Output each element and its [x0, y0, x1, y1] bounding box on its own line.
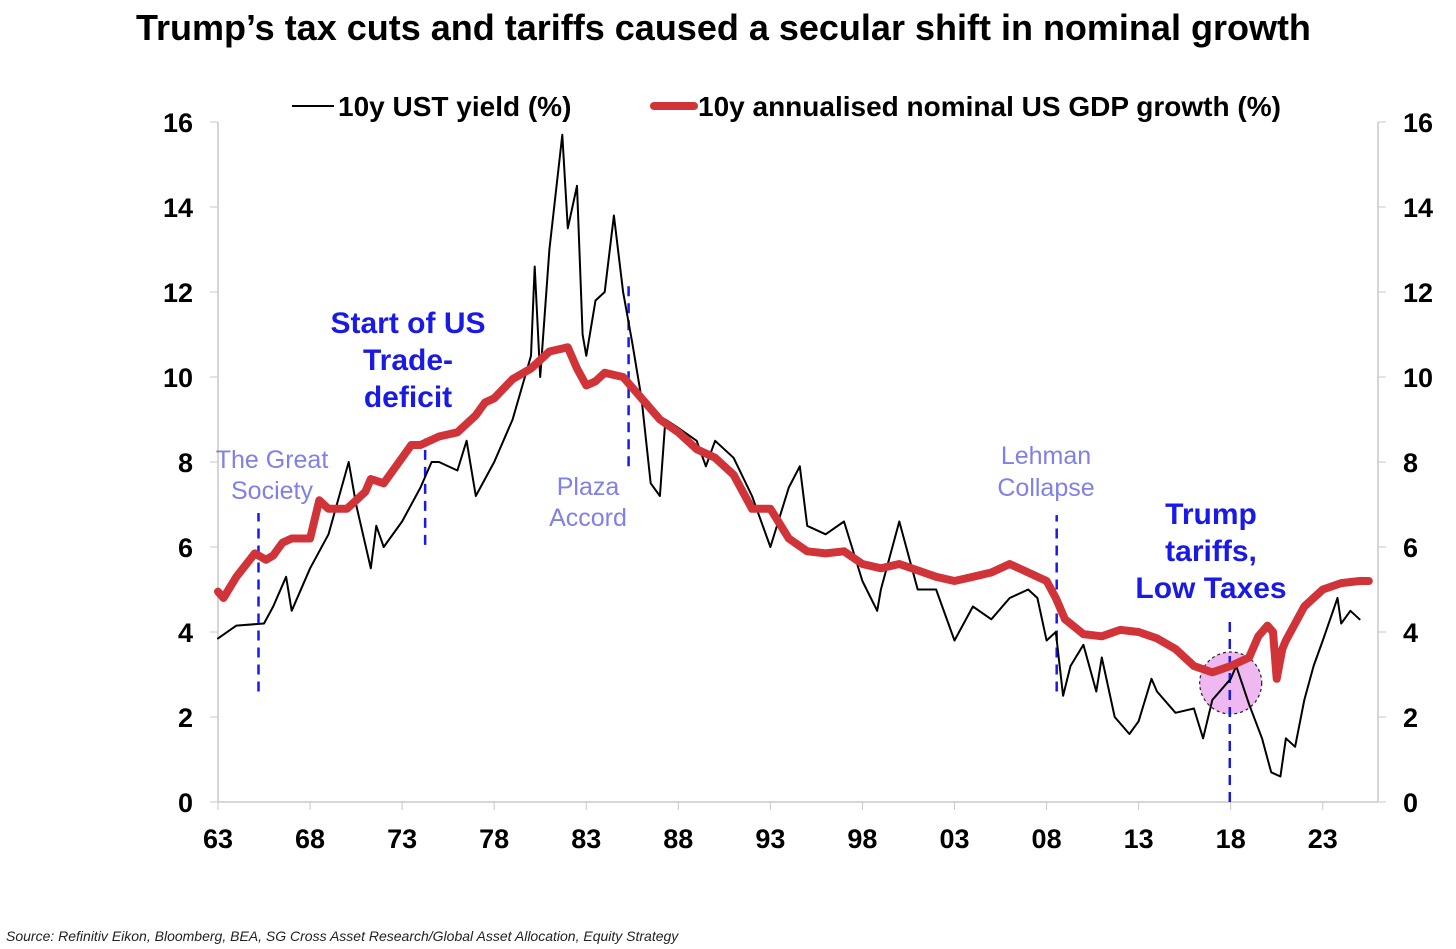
- x-tick-label: 93: [755, 824, 785, 854]
- x-tick-label: 18: [1216, 824, 1246, 854]
- annotation-label: Low Taxes: [1135, 572, 1286, 605]
- x-tick-label: 13: [1124, 824, 1154, 854]
- annotation-label: tariffs,: [1165, 535, 1257, 568]
- annotation-label: Trade-: [363, 344, 453, 377]
- y-tick-label-right: 2: [1403, 703, 1418, 733]
- source-note: Source: Refinitiv Eikon, Bloomberg, BEA,…: [6, 928, 679, 944]
- y-tick-label-right: 4: [1403, 618, 1418, 648]
- series: [214, 133, 1373, 778]
- y-tick-label: 8: [178, 448, 193, 478]
- gdp-line: [214, 343, 1373, 683]
- y-tick-label-right: 14: [1403, 193, 1433, 223]
- y-tick-label: 16: [163, 108, 193, 138]
- legend-gdp-label: 10y annualised nominal US GDP growth (%): [698, 91, 1281, 122]
- y-tick-label-right: 12: [1403, 278, 1433, 308]
- y-tick-label: 4: [178, 618, 193, 648]
- legend: 10y UST yield (%) 10y annualised nominal…: [292, 91, 1281, 122]
- x-tick-label: 68: [295, 824, 325, 854]
- annotation-label: deficit: [364, 381, 452, 414]
- yield-line: [217, 133, 1361, 778]
- legend-yield-label: 10y UST yield (%): [338, 91, 571, 122]
- annotation-label: Start of US: [330, 307, 485, 340]
- y-tick-label-right: 8: [1403, 448, 1418, 478]
- x-tick-label: 63: [203, 824, 233, 854]
- annotation-label: Accord: [549, 504, 627, 532]
- y-tick-label-right: 16: [1403, 108, 1433, 138]
- x-tick-label: 83: [571, 824, 601, 854]
- annotation-label: The Great: [216, 446, 329, 474]
- y-tick-label-right: 0: [1403, 788, 1418, 818]
- annotation-label: Plaza: [557, 473, 620, 501]
- y-tick-label: 0: [178, 788, 193, 818]
- x-tick-label: 88: [663, 824, 693, 854]
- y-tick-label: 2: [178, 703, 193, 733]
- chart-title: Trump’s tax cuts and tariffs caused a se…: [136, 7, 1311, 48]
- annotation-label: Lehman: [1001, 442, 1091, 470]
- annotation-label: Collapse: [997, 474, 1094, 502]
- y-tick-label-right: 10: [1403, 363, 1433, 393]
- x-tick-label: 23: [1308, 824, 1338, 854]
- y-tick-label: 14: [163, 193, 193, 223]
- y-tick-label: 10: [163, 363, 193, 393]
- annotations: The Great Society Start of US Trade-deficit…: [216, 283, 1287, 802]
- annotation-label: Trump: [1165, 498, 1257, 531]
- x-tick-label: 78: [479, 824, 509, 854]
- annotation-label: Society: [231, 477, 313, 505]
- y-tick-label-right: 6: [1403, 533, 1418, 563]
- x-tick-label: 98: [847, 824, 877, 854]
- x-tick-label: 03: [939, 824, 969, 854]
- x-tick-label: 08: [1032, 824, 1062, 854]
- y-tick-label: 12: [163, 278, 193, 308]
- y-tick-label: 6: [178, 533, 193, 563]
- x-tick-label: 73: [387, 824, 417, 854]
